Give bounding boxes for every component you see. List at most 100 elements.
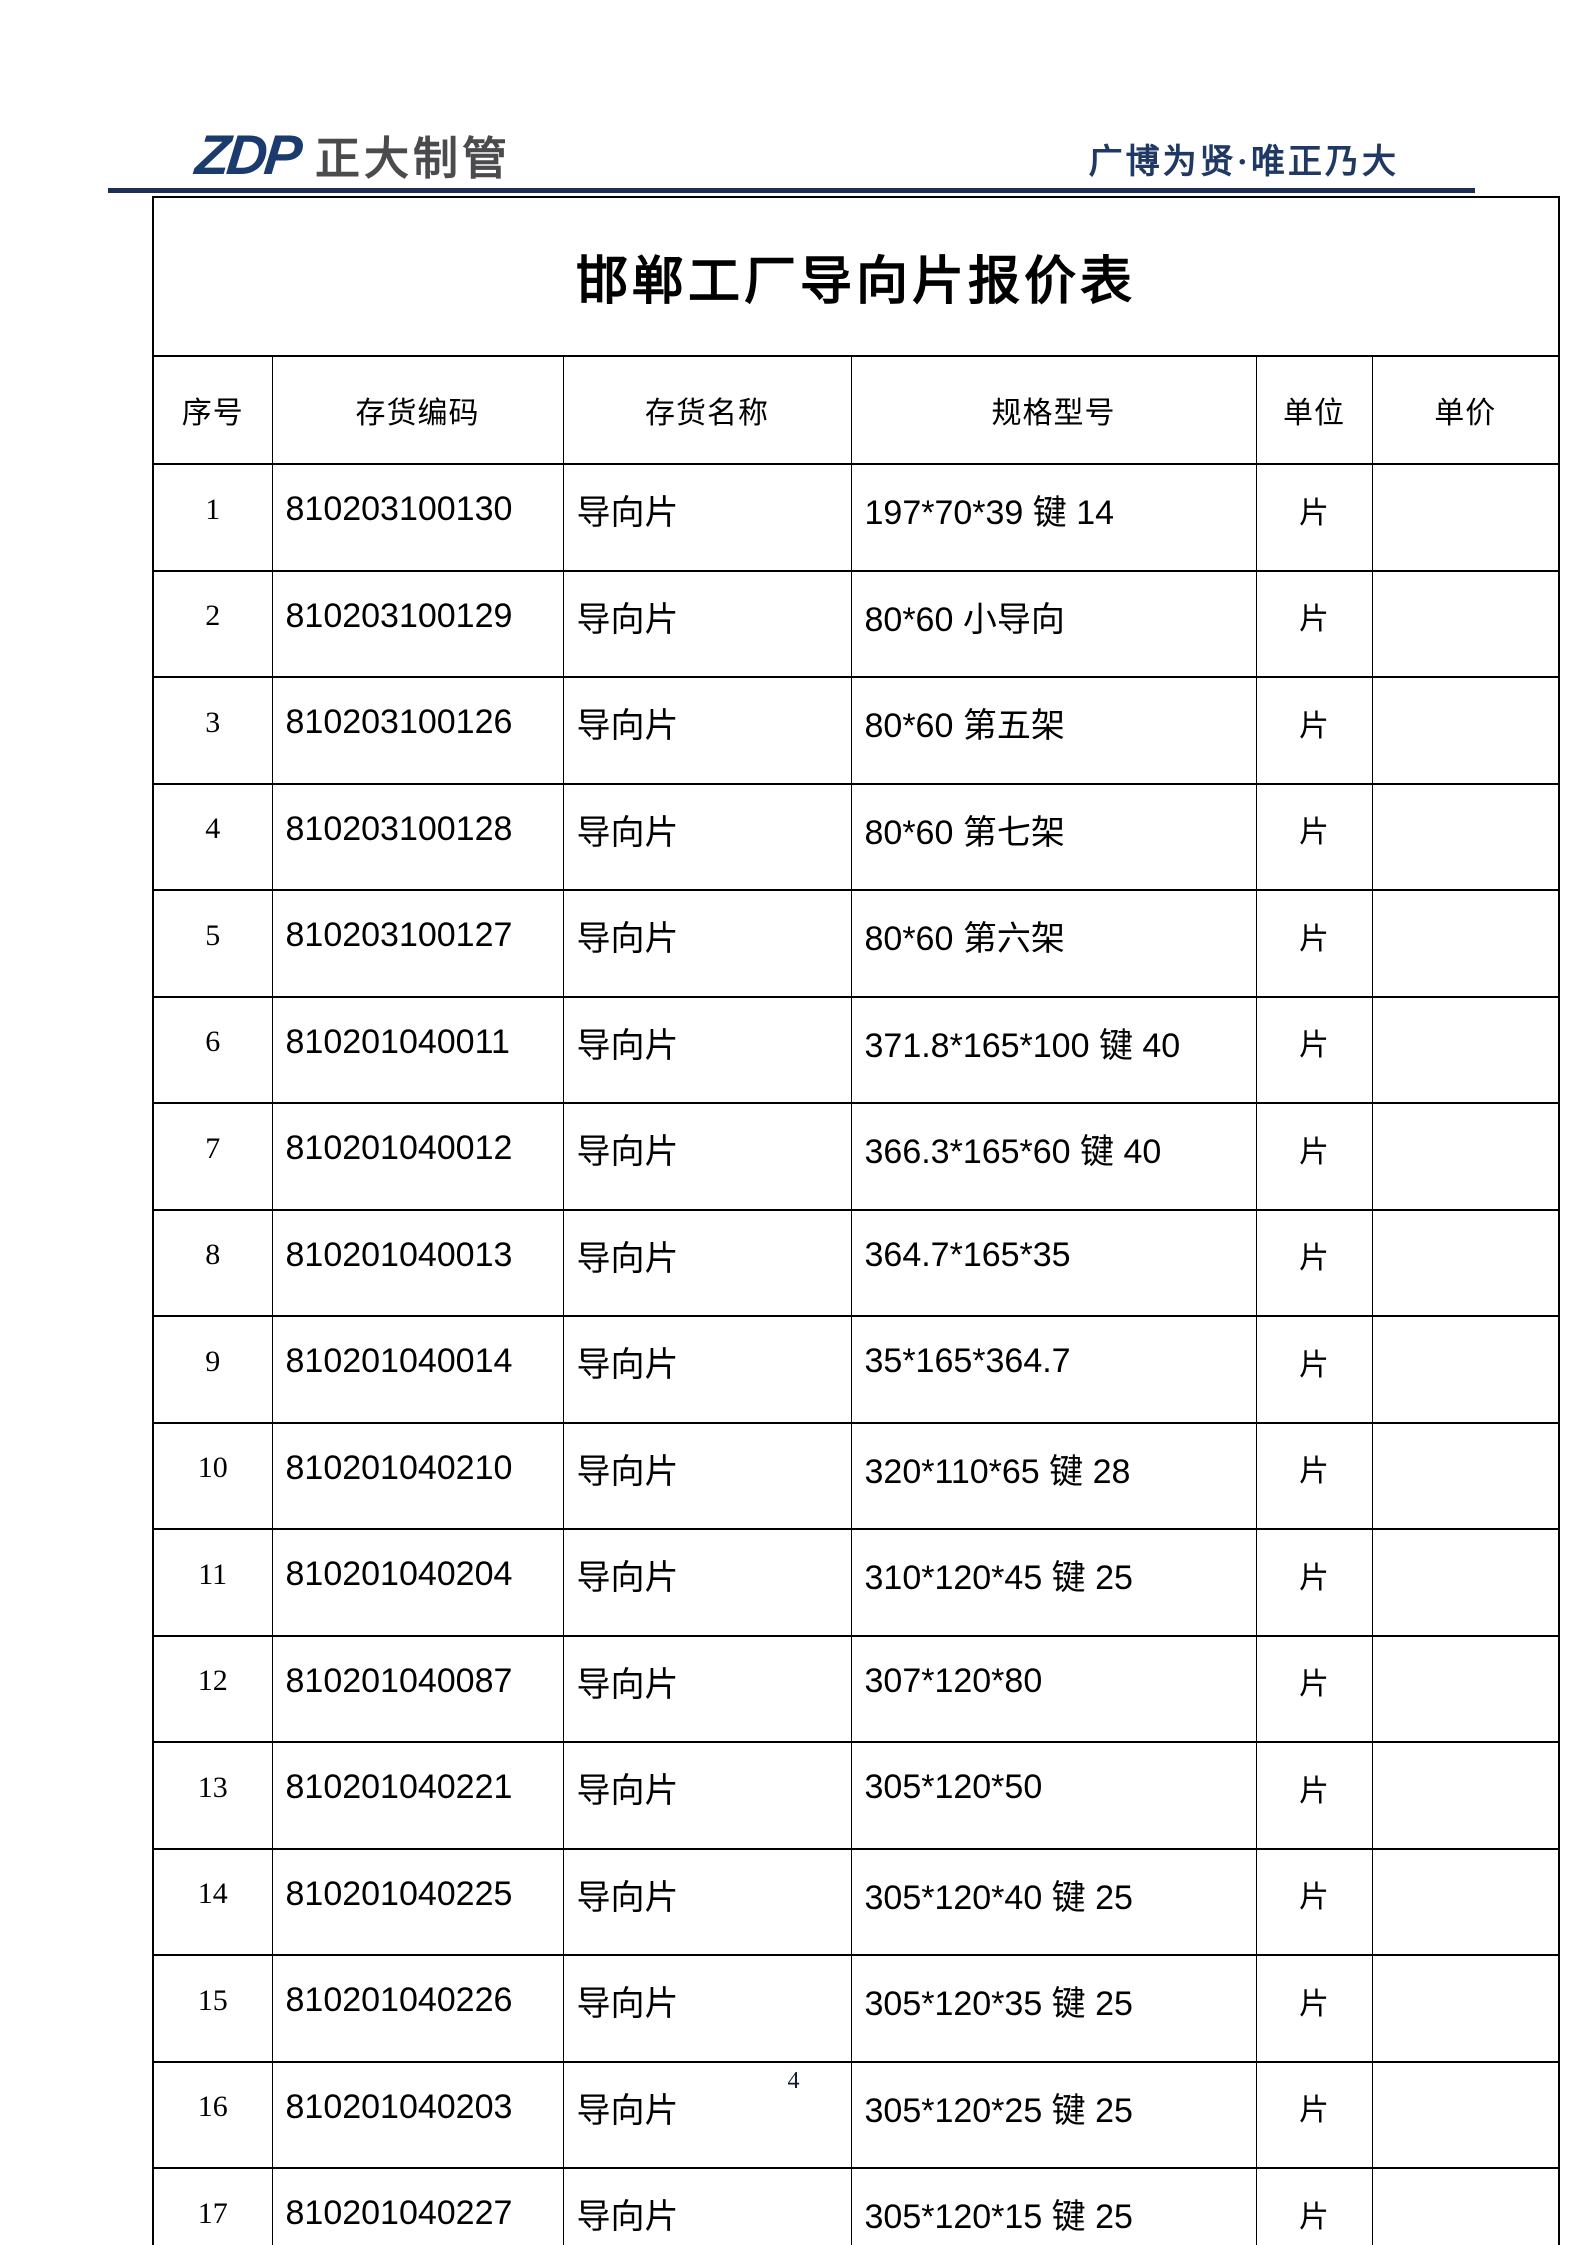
cell-unit-price — [1371, 889, 1560, 998]
logo-company-name: 正大制管 — [315, 133, 512, 184]
cell-index: 17 — [152, 2167, 273, 2245]
cell-stock-name: 导向片 — [562, 1954, 852, 2063]
company-slogan: 广博为贤·唯正乃大 — [1088, 144, 1399, 181]
cell-stock-name: 导向片 — [562, 676, 852, 785]
cell-stock-name: 导向片 — [562, 1421, 852, 1530]
column-header-stock-code: 存货编码 — [271, 355, 564, 465]
cell-stock-name: 导向片 — [562, 463, 852, 572]
table-row: 8 810201040013 导向片 364.7*165*35 片 — [152, 1208, 1560, 1317]
cell-spec-model: 320*110*65 键 28 — [850, 1421, 1257, 1530]
cell-unit-price — [1371, 1102, 1560, 1211]
table-row: 7 810201040012 导向片 366.3*165*60 键 40 片 — [152, 1102, 1560, 1211]
cell-index: 12 — [152, 1634, 273, 1743]
cell-stock-code: 810201040210 — [271, 1421, 564, 1530]
column-header-stock-name: 存货名称 — [562, 355, 852, 465]
cell-unit-price — [1371, 2060, 1560, 2169]
table-row: 6 810201040011 导向片 371.8*165*100 键 40 片 — [152, 995, 1560, 1104]
cell-stock-code: 810203100130 — [271, 463, 564, 572]
table-body: 1 810203100130 导向片 197*70*39 键 14 片 2 81… — [152, 463, 1560, 2245]
table-row: 5 810203100127 导向片 80*60 第六架 片 — [152, 889, 1560, 998]
cell-spec-model: 80*60 第七架 — [850, 782, 1257, 891]
cell-stock-name: 导向片 — [562, 1208, 852, 1317]
cell-index: 16 — [152, 2060, 273, 2169]
cell-unit-price — [1371, 782, 1560, 891]
table-header-row: 序号 存货编码 存货名称 规格型号 单位 单价 — [152, 355, 1560, 465]
cell-stock-code: 810201040226 — [271, 1954, 564, 2063]
cell-stock-code: 810203100129 — [271, 569, 564, 678]
cell-index: 5 — [152, 889, 273, 998]
cell-unit-price — [1371, 1421, 1560, 1530]
quotation-table: 邯郸工厂导向片报价表 序号 存货编码 存货名称 规格型号 单位 单价 1 810… — [152, 196, 1561, 2245]
cell-spec-model: 307*120*80 — [850, 1634, 1257, 1743]
cell-spec-model: 371.8*165*100 键 40 — [850, 995, 1257, 1104]
column-header-unit: 单位 — [1255, 355, 1373, 465]
cell-stock-code: 810201040087 — [271, 1634, 564, 1743]
cell-unit: 片 — [1255, 2060, 1373, 2169]
cell-spec-model: 35*165*364.7 — [850, 1315, 1257, 1424]
cell-stock-code: 810203100128 — [271, 782, 564, 891]
cell-stock-code: 810203100126 — [271, 676, 564, 785]
cell-stock-code: 810201040012 — [271, 1102, 564, 1211]
table-row: 14 810201040225 导向片 305*120*40 键 25 片 — [152, 1847, 1560, 1956]
cell-spec-model: 80*60 第五架 — [850, 676, 1257, 785]
cell-stock-name: 导向片 — [562, 1634, 852, 1743]
cell-index: 9 — [152, 1315, 273, 1424]
cell-stock-code: 810201040204 — [271, 1528, 564, 1637]
cell-unit: 片 — [1255, 569, 1373, 678]
cell-spec-model: 364.7*165*35 — [850, 1208, 1257, 1317]
column-header-index: 序号 — [152, 355, 273, 465]
cell-unit-price — [1371, 1528, 1560, 1637]
table-title-row: 邯郸工厂导向片报价表 — [152, 196, 1560, 357]
table-row: 4 810203100128 导向片 80*60 第七架 片 — [152, 782, 1560, 891]
cell-spec-model: 305*120*40 键 25 — [850, 1847, 1257, 1956]
cell-spec-model: 197*70*39 键 14 — [850, 463, 1257, 572]
cell-spec-model: 305*120*25 键 25 — [850, 2060, 1257, 2169]
table-title: 邯郸工厂导向片报价表 — [152, 196, 1560, 357]
table-row: 11 810201040204 导向片 310*120*45 键 25 片 — [152, 1528, 1560, 1637]
cell-index: 4 — [152, 782, 273, 891]
cell-unit-price — [1371, 1954, 1560, 2063]
cell-unit: 片 — [1255, 2167, 1373, 2245]
cell-unit-price — [1371, 1634, 1560, 1743]
table-row: 12 810201040087 导向片 307*120*80 片 — [152, 1634, 1560, 1743]
cell-spec-model: 80*60 小导向 — [850, 569, 1257, 678]
cell-unit-price — [1371, 1847, 1560, 1956]
table-row: 1 810203100130 导向片 197*70*39 键 14 片 — [152, 463, 1560, 572]
cell-unit-price — [1371, 995, 1560, 1104]
cell-stock-name: 导向片 — [562, 1741, 852, 1850]
table-row: 9 810201040014 导向片 35*165*364.7 片 — [152, 1315, 1560, 1424]
cell-stock-name: 导向片 — [562, 889, 852, 998]
cell-unit: 片 — [1255, 463, 1373, 572]
cell-stock-name: 导向片 — [562, 1102, 852, 1211]
logo-zdp-mark: ZDP — [192, 123, 303, 186]
cell-unit: 片 — [1255, 1315, 1373, 1424]
table-row: 17 810201040227 导向片 305*120*15 键 25 片 — [152, 2167, 1560, 2245]
cell-stock-name: 导向片 — [562, 1847, 852, 1956]
cell-spec-model: 366.3*165*60 键 40 — [850, 1102, 1257, 1211]
cell-unit: 片 — [1255, 1102, 1373, 1211]
column-header-unit-price: 单价 — [1371, 355, 1560, 465]
cell-unit: 片 — [1255, 1954, 1373, 2063]
cell-index: 2 — [152, 569, 273, 678]
cell-stock-name: 导向片 — [562, 782, 852, 891]
header-divider-rule — [108, 188, 1475, 193]
cell-unit: 片 — [1255, 676, 1373, 785]
cell-spec-model: 305*120*15 键 25 — [850, 2167, 1257, 2245]
company-logo: ZDP 正大制管 — [192, 122, 512, 187]
cell-index: 10 — [152, 1421, 273, 1530]
cell-index: 14 — [152, 1847, 273, 1956]
cell-unit-price — [1371, 1741, 1560, 1850]
cell-unit: 片 — [1255, 1847, 1373, 1956]
cell-stock-code: 810201040013 — [271, 1208, 564, 1317]
table-row: 13 810201040221 导向片 305*120*50 片 — [152, 1741, 1560, 1850]
cell-unit-price — [1371, 2167, 1560, 2245]
cell-unit: 片 — [1255, 1421, 1373, 1530]
table-row: 10 810201040210 导向片 320*110*65 键 28 片 — [152, 1421, 1560, 1530]
column-header-spec-model: 规格型号 — [850, 355, 1257, 465]
cell-spec-model: 305*120*35 键 25 — [850, 1954, 1257, 2063]
cell-stock-name: 导向片 — [562, 995, 852, 1104]
cell-stock-name: 导向片 — [562, 1528, 852, 1637]
cell-spec-model: 305*120*50 — [850, 1741, 1257, 1850]
cell-index: 1 — [152, 463, 273, 572]
cell-stock-name: 导向片 — [562, 1315, 852, 1424]
